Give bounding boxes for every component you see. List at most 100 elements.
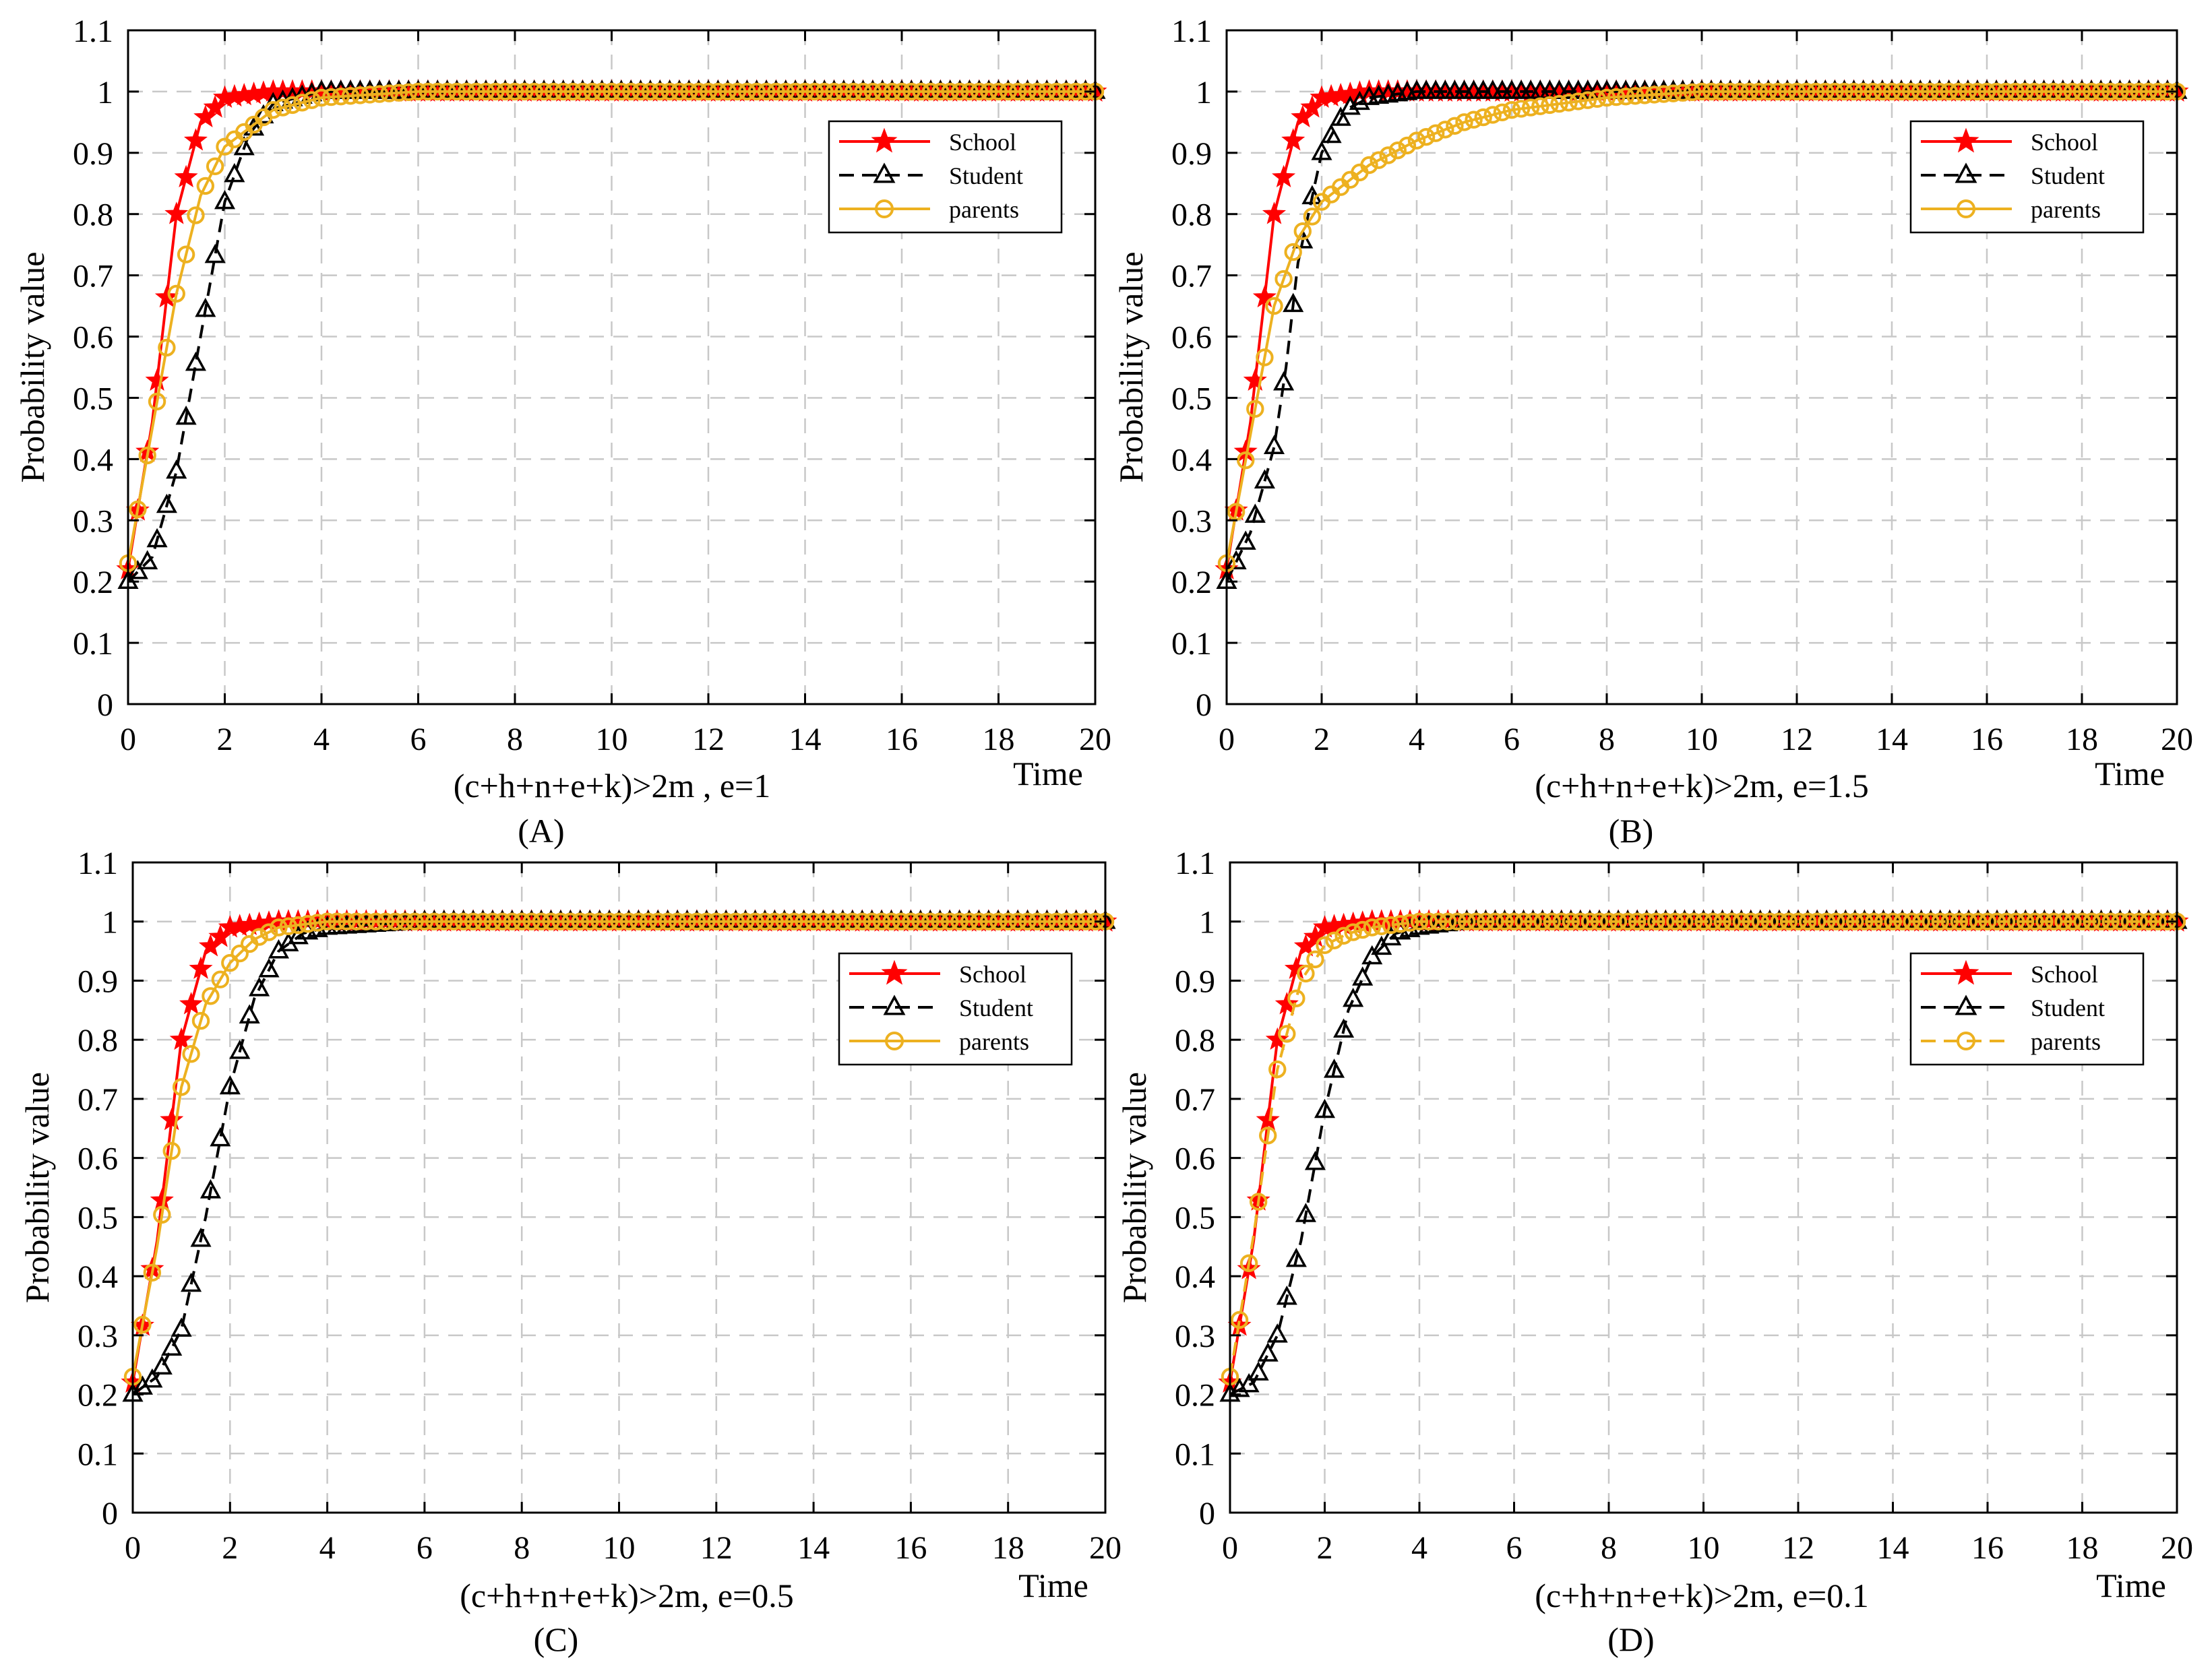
circle-marker bbox=[1702, 82, 1721, 101]
ticks: 0 2 4 6 8 10 12 14 16 18 20 0 0.1 0.2 0.3 0.4 0.5 0.6 0.7 0… bbox=[78, 846, 1122, 1566]
circle-marker bbox=[1363, 918, 1381, 937]
triangle-marker bbox=[239, 1004, 260, 1023]
x-tick-label: 0 bbox=[125, 1530, 141, 1566]
circle-marker bbox=[1524, 912, 1542, 930]
circle-marker bbox=[882, 912, 900, 930]
star-marker bbox=[150, 1188, 174, 1211]
star-marker bbox=[1256, 1108, 1280, 1131]
chart-panel-4: 0 2 4 6 8 10 12 14 16 18 20 0 0.1 0.2 0.3 0.4 0.5 0.6 0.7 0… bbox=[1115, 846, 2193, 1658]
x-tick-label: 4 bbox=[1411, 1530, 1427, 1566]
circle-marker bbox=[1930, 82, 1948, 101]
circle-marker bbox=[583, 82, 601, 101]
circle-marker bbox=[1647, 912, 1665, 930]
y-tick-label: 0 bbox=[97, 687, 113, 723]
circle-marker bbox=[563, 82, 582, 101]
circle-marker bbox=[1817, 912, 1836, 930]
triangle-marker bbox=[181, 1272, 202, 1292]
x-tick-label: 2 bbox=[222, 1530, 238, 1566]
circle-marker bbox=[1522, 98, 1540, 117]
y-tick-label: 0.2 bbox=[1171, 565, 1212, 600]
circle-marker bbox=[1628, 912, 1647, 930]
circle-marker bbox=[386, 912, 404, 930]
y-tick-label: 0.8 bbox=[1171, 197, 1212, 233]
circle-marker bbox=[816, 82, 834, 101]
x-tick-label: 6 bbox=[1506, 1530, 1523, 1566]
circle-marker bbox=[396, 912, 414, 930]
circle-marker bbox=[1249, 1193, 1268, 1211]
x-tick-label: 16 bbox=[894, 1530, 927, 1566]
circle-marker bbox=[551, 912, 570, 930]
circle-marker bbox=[1382, 916, 1401, 935]
y-axis-label: Probability value bbox=[1115, 1072, 1153, 1303]
circle-marker bbox=[1427, 124, 1445, 142]
circle-marker bbox=[2063, 82, 2082, 101]
circle-marker bbox=[1778, 82, 1797, 101]
circle-marker bbox=[1293, 222, 1312, 241]
y-tick-label: 0.1 bbox=[73, 626, 113, 662]
circle-marker bbox=[872, 912, 891, 930]
star-marker bbox=[881, 959, 908, 985]
circle-marker bbox=[1997, 82, 2015, 101]
y-tick-label: 0.7 bbox=[78, 1082, 118, 1118]
triangle-marker bbox=[1283, 292, 1304, 313]
circle-marker bbox=[2120, 912, 2139, 930]
circle-marker bbox=[2054, 82, 2072, 101]
triangle-marker bbox=[190, 1228, 212, 1247]
circle-marker bbox=[902, 912, 920, 930]
triangle-marker bbox=[1352, 966, 1374, 986]
circle-marker bbox=[1882, 82, 1901, 101]
chart-subtitle: (c+h+n+e+k)>2m, e=0.1 bbox=[1535, 1577, 1868, 1614]
triangle-marker bbox=[161, 1336, 183, 1356]
circle-marker bbox=[979, 912, 998, 930]
triangle-marker bbox=[1304, 1150, 1326, 1170]
legend-label-school: School bbox=[949, 129, 1016, 156]
circle-marker bbox=[1550, 94, 1568, 113]
circle-marker bbox=[1028, 82, 1047, 101]
circle-marker bbox=[1837, 912, 1855, 930]
circle-marker bbox=[534, 82, 553, 101]
circle-marker bbox=[757, 82, 776, 101]
triangle-marker bbox=[1254, 469, 1275, 488]
circle-marker bbox=[221, 953, 239, 972]
x-tick-label: 18 bbox=[992, 1530, 1024, 1566]
circle-marker bbox=[332, 87, 350, 106]
circle-marker bbox=[370, 85, 389, 103]
chart-panel-2: 0 2 4 6 8 10 12 14 16 18 20 0 0.1 0.2 0.3 0.4 0.5 0.6 0.7 0… bbox=[1112, 13, 2193, 850]
circle-marker bbox=[1590, 912, 1609, 930]
circle-marker bbox=[1769, 82, 1787, 101]
triangle-marker bbox=[287, 924, 309, 945]
x-tick-label: 16 bbox=[1971, 722, 2003, 757]
circle-marker bbox=[709, 82, 727, 101]
circle-marker bbox=[312, 88, 331, 107]
circle-marker bbox=[1057, 912, 1076, 930]
circle-marker bbox=[970, 912, 988, 930]
circle-marker bbox=[1940, 912, 1959, 930]
circle-marker bbox=[1797, 82, 1816, 101]
circle-marker bbox=[1512, 100, 1531, 118]
circle-marker bbox=[1636, 86, 1654, 104]
circle-marker bbox=[2054, 912, 2072, 930]
circle-marker bbox=[1038, 912, 1056, 930]
star-marker bbox=[164, 201, 189, 224]
chart-panel-3: 0 2 4 6 8 10 12 14 16 18 20 0 0.1 0.2 0.3 0.4 0.5 0.6 0.7 0… bbox=[18, 846, 1122, 1658]
circle-marker bbox=[419, 82, 437, 101]
circle-marker bbox=[1694, 912, 1713, 930]
circle-marker bbox=[1666, 912, 1684, 930]
x-tick-label: 10 bbox=[596, 722, 628, 757]
circle-marker bbox=[698, 912, 716, 930]
circle-marker bbox=[1560, 94, 1578, 112]
circle-marker bbox=[303, 91, 321, 109]
circle-marker bbox=[1571, 912, 1590, 930]
triangle-marker bbox=[1324, 1059, 1345, 1078]
circle-marker bbox=[641, 82, 660, 101]
circle-marker bbox=[931, 912, 949, 930]
circle-marker bbox=[1949, 82, 1967, 101]
triangle-marker bbox=[1371, 935, 1392, 955]
triangle-marker bbox=[1273, 371, 1295, 391]
circle-marker bbox=[487, 82, 505, 101]
y-axis-label: Probability value bbox=[18, 1072, 56, 1303]
x-tick-label: 8 bbox=[1601, 1530, 1617, 1566]
y-tick-label: 0.1 bbox=[1175, 1437, 1215, 1472]
legend-label-student: Student bbox=[2031, 162, 2105, 189]
star-marker bbox=[1262, 201, 1287, 224]
